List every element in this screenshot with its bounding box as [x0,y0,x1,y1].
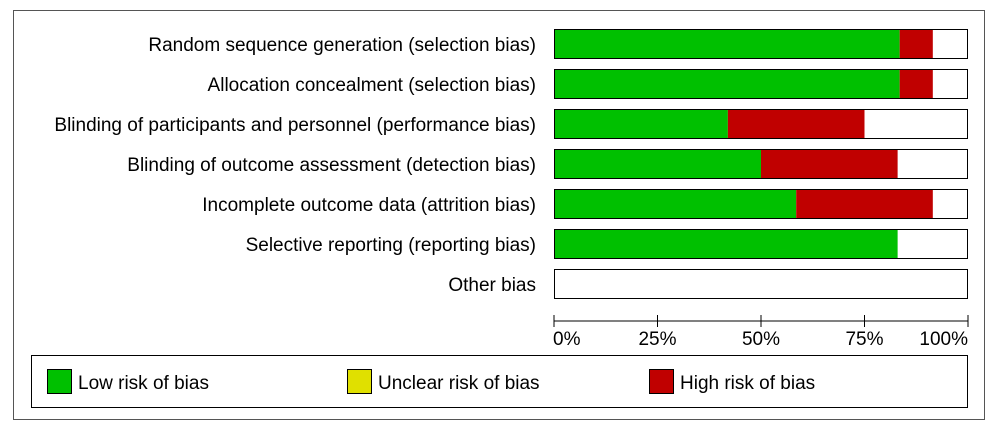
bars-group [554,29,968,299]
x-tick-label: 75% [845,329,883,350]
bar-segment [761,149,898,179]
bar-row [554,69,968,99]
bar-row [554,149,968,179]
legend-box [31,355,968,408]
bar-outline [554,149,968,179]
bar-segment [554,229,898,259]
x-tick-label: 0% [553,329,581,350]
bar-segment [554,109,728,139]
bar-segment [727,109,865,139]
legend-swatch [47,369,72,394]
bar-row [554,189,968,219]
x-axis: 0% 25% 50% 75% 100% [553,315,969,350]
bar-segment [796,189,933,219]
legend-item: High risk of bias [649,369,815,394]
bar-segment [554,189,797,219]
bar-outline [554,189,968,219]
category-labels: Random sequence generation (selection bi… [54,35,536,296]
bar-row [554,229,968,259]
bar-segment [899,69,933,99]
x-tick-label: 50% [742,329,780,350]
bar-row [554,269,968,299]
bar-outline [554,229,968,259]
category-label: Random sequence generation (selection bi… [148,35,536,56]
legend-label: High risk of bias [680,373,815,394]
category-label: Blinding of participants and personnel (… [54,115,536,136]
category-label: Blinding of outcome assessment (detectio… [127,155,536,176]
category-label: Allocation concealment (selection bias) [208,75,536,96]
bar-outline [554,109,968,139]
category-label: Selective reporting (reporting bias) [246,235,536,256]
legend: Low risk of bias Unclear risk of bias High… [31,355,968,408]
bar-outline [554,69,968,99]
category-label: Other bias [448,275,536,296]
x-tick-label: 100% [919,329,968,350]
x-tick-label: 25% [638,329,676,350]
legend-item: Low risk of bias [47,369,209,394]
legend-swatch [649,369,674,394]
category-label: Incomplete outcome data (attrition bias) [202,195,536,216]
legend-swatch [347,369,372,394]
bar-row [554,109,968,139]
legend-item: Unclear risk of bias [347,369,540,394]
legend-label: Unclear risk of bias [378,373,540,394]
legend-label: Low risk of bias [78,373,209,394]
bar-segment [554,69,900,99]
risk-of-bias-chart: Random sequence generation (selection bi… [13,10,985,420]
bar-outline [554,29,968,59]
bar-segment [554,149,761,179]
chart-svg: Random sequence generation (selection bi… [31,29,969,408]
bar-segment [899,29,933,59]
bar-outline [554,269,968,299]
bar-remainder [554,269,968,299]
bar-segment [554,29,900,59]
bar-row [554,29,968,59]
